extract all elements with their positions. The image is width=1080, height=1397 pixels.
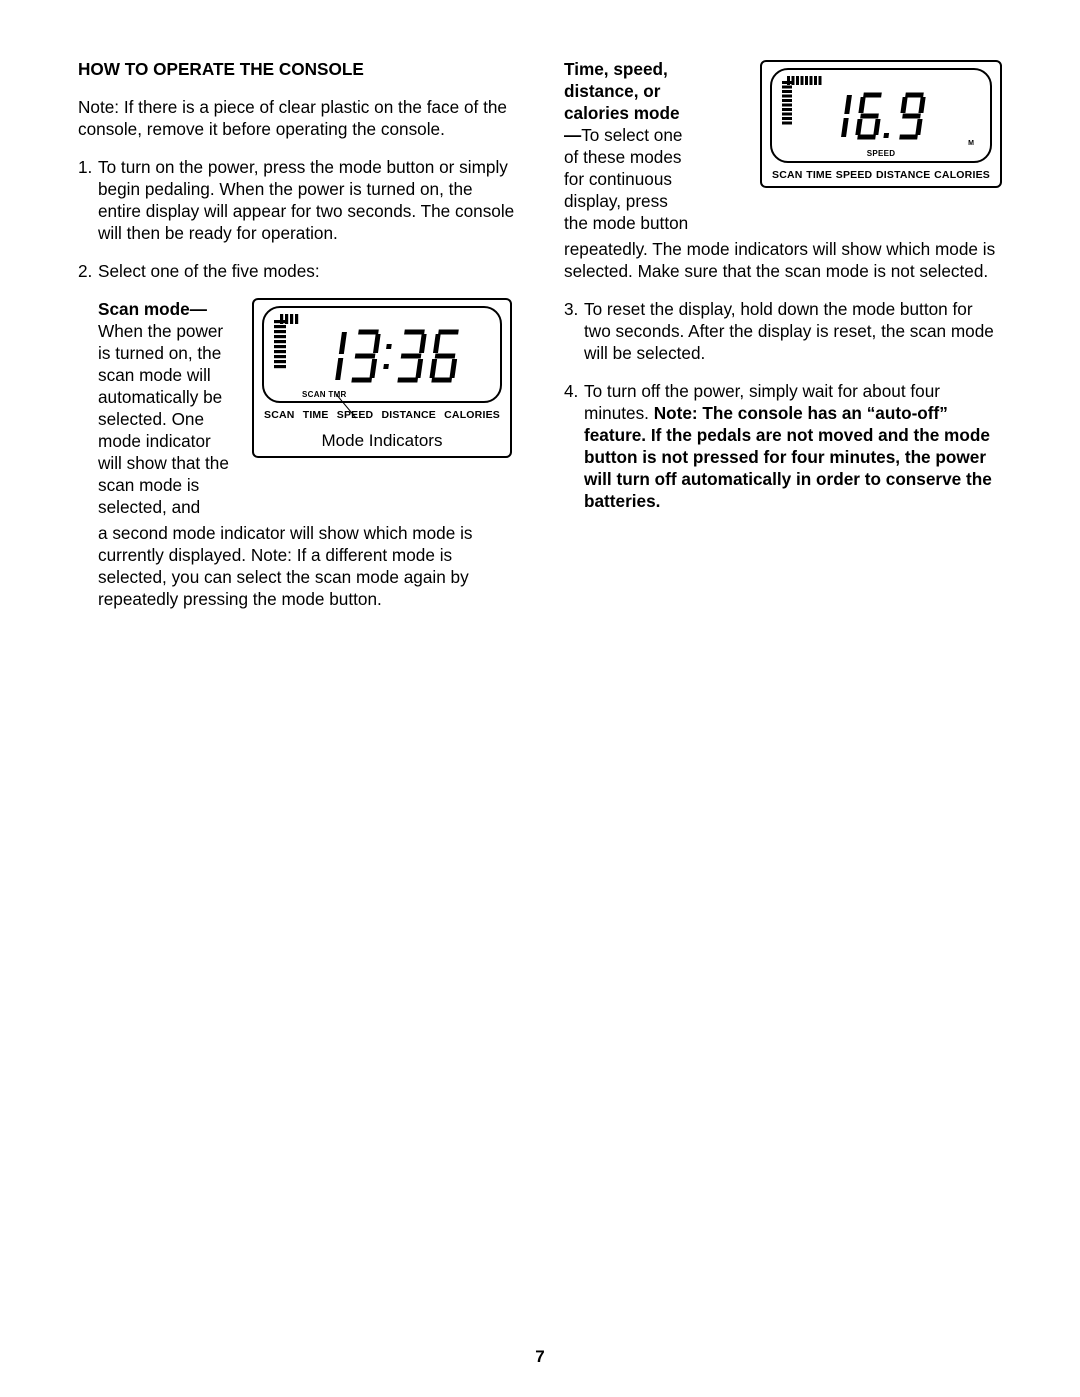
step-2: 2. Select one of the five modes: [78,260,520,282]
mode-label: DISTANCE [381,409,436,422]
lcd-content: SCAN TMR [274,314,490,399]
left-column: HOW TO OPERATE THE CONSOLE Note: If ther… [78,58,520,626]
tsdc-text-wrap: Time, speed, distance, or calories mode—… [564,58,696,234]
console-diagram-2: M SPEED SCAN TIME SPEED DISTANCE CALORIE… [760,60,1002,188]
scan-mode-body-2: a second mode indicator will show which … [98,522,520,610]
step-1: 1. To turn on the power, press the mode … [78,156,520,244]
step-number: 4. [564,380,584,512]
right-column: Time, speed, distance, or calories mode—… [564,58,1002,626]
pointer-line-icon [332,394,372,420]
console-diagram-1: SCAN TMR SCAN TIME SPEED DISTANCE CALORI… [252,298,512,458]
scan-mode-label: Scan mode— [98,299,207,319]
scan-mode-text: Scan mode— When the power is turned on, … [98,298,238,518]
lcd-frame: SCAN TMR [262,306,502,403]
tsdc-body-2: repeatedly. The mode indicators will sho… [564,238,1002,282]
step-number: 3. [564,298,584,364]
tsdc-body-1: To select one of these modes for continu… [564,125,688,233]
scan-mode-body-1: When the power is turned on, the scan mo… [98,321,229,517]
step-text: To turn on the power, press the mode but… [98,156,520,244]
step-text: Select one of the five modes: [98,260,520,282]
page-number: 7 [0,1347,1080,1367]
diagram-caption: Mode Indicators [262,430,502,452]
section-heading: HOW TO OPERATE THE CONSOLE [78,58,520,80]
scan-row: Scan mode— When the power is turned on, … [98,298,520,518]
step-number: 1. [78,156,98,244]
mode-label: TIME [806,169,832,182]
step-3: 3. To reset the display, hold down the m… [564,298,1002,364]
unit-label: M [968,140,974,149]
lcd-digits [822,76,980,159]
mode-indicator-row: SCAN TIME SPEED DISTANCE CALORIES [770,169,992,182]
mode-label: CALORIES [444,409,500,422]
lcd-content: M SPEED [782,76,980,159]
mode-label: SCAN [772,169,803,182]
scan-mode-block: Scan mode— When the power is turned on, … [78,298,520,610]
mode-label: SCAN [264,409,295,422]
tsdc-row: Time, speed, distance, or calories mode—… [564,58,1002,234]
mode-label: DISTANCE [876,169,931,182]
lcd-digits [318,314,490,399]
progress-bar-icon [782,76,822,130]
step-text: To reset the display, hold down the mode… [584,298,1002,364]
step-4: 4. To turn off the power, simply wait fo… [564,380,1002,512]
progress-bar-icon [274,314,318,374]
mode-indicator-row: SCAN TIME SPEED DISTANCE CALORIES [262,409,502,422]
page: HOW TO OPERATE THE CONSOLE Note: If ther… [0,0,1080,1397]
lcd-frame: M SPEED [770,68,992,163]
lcd-sublabel: SPEED [867,149,896,159]
step-text: To turn off the power, simply wait for a… [584,380,1002,512]
mode-label: TIME [303,409,329,422]
step-number: 2. [78,260,98,282]
mode-label: SPEED [836,169,873,182]
two-column-layout: HOW TO OPERATE THE CONSOLE Note: If ther… [78,58,1002,626]
intro-note: Note: If there is a piece of clear plast… [78,96,520,140]
mode-label: CALORIES [934,169,990,182]
